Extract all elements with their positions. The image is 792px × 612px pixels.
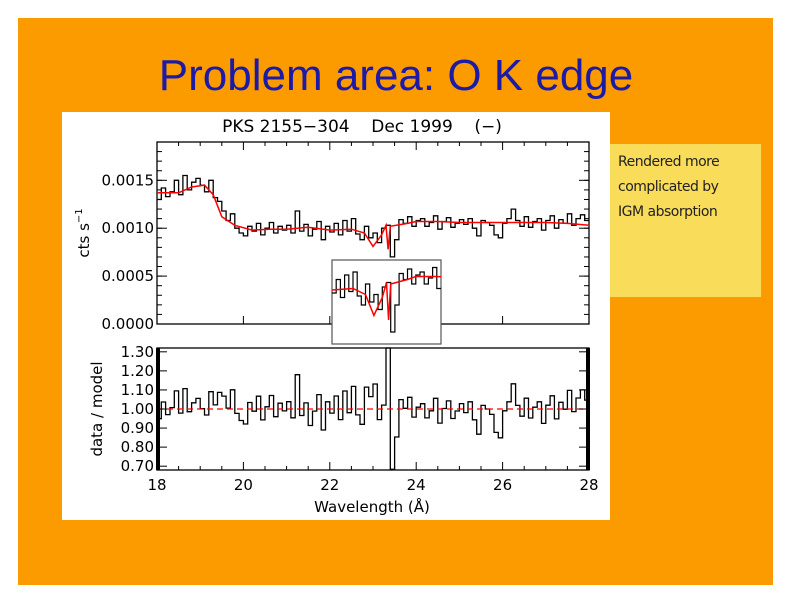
inset-model-line xyxy=(331,275,442,321)
lower-y-tick-label: 0.70 xyxy=(121,457,154,475)
note-line: Rendered more xyxy=(618,154,720,170)
note-line: IGM absorption xyxy=(618,204,718,220)
inset-zoom-panel xyxy=(331,259,442,345)
lower-y-tick-label: 1.00 xyxy=(121,400,154,418)
x-axis-label: Wavelength (Å) xyxy=(314,497,430,516)
upper-y-tick-label: 0.0005 xyxy=(102,267,155,285)
note-line: complicated by xyxy=(618,179,719,195)
data-series-line xyxy=(157,174,589,258)
x-tick-label: 24 xyxy=(407,476,426,494)
x-tick-label: 26 xyxy=(493,476,512,494)
lower-right-axis-band xyxy=(586,348,590,470)
x-tick-label: 18 xyxy=(147,476,166,494)
spectrum-figure: PKS 2155−304 Dec 1999 (−) Wavelength (Å)… xyxy=(62,112,610,520)
lower-y-tick-label: 1.30 xyxy=(121,343,154,361)
model-series-line xyxy=(157,184,590,250)
lower-left-axis-band xyxy=(156,348,160,470)
upper-y-label-text: cts s xyxy=(75,223,93,258)
spectrum-chart: PKS 2155−304 Dec 1999 (−) Wavelength (Å)… xyxy=(74,117,599,516)
chart-title: PKS 2155−304 Dec 1999 (−) xyxy=(222,117,502,137)
note-text: Rendered more complicated by IGM absorpt… xyxy=(618,150,720,225)
upper-y-tick-label: 0.0010 xyxy=(102,219,155,237)
ratio-series-line xyxy=(157,347,589,470)
lower-y-tick-label: 0.90 xyxy=(121,419,154,437)
upper-y-tick-label: 0.0015 xyxy=(102,171,155,189)
lower-y-tick-label: 1.20 xyxy=(121,362,154,380)
upper-y-label-exponent: −1 xyxy=(74,208,85,223)
lower-y-tick-label: 1.10 xyxy=(121,381,154,399)
lower-y-tick-label: 0.80 xyxy=(121,438,154,456)
annotation-note: Rendered more complicated by IGM absorpt… xyxy=(610,144,761,297)
upper-y-axis-label: cts s−1 xyxy=(74,208,93,257)
lower-y-axis-label: data / model xyxy=(88,361,106,456)
x-tick-label: 22 xyxy=(320,476,339,494)
upper-y-tick-label: 0.0000 xyxy=(102,315,155,333)
inset-frame xyxy=(331,259,442,345)
x-tick-label: 28 xyxy=(579,476,598,494)
slide-title: Problem area: O K edge xyxy=(158,51,634,100)
x-tick-label: 20 xyxy=(234,476,253,494)
